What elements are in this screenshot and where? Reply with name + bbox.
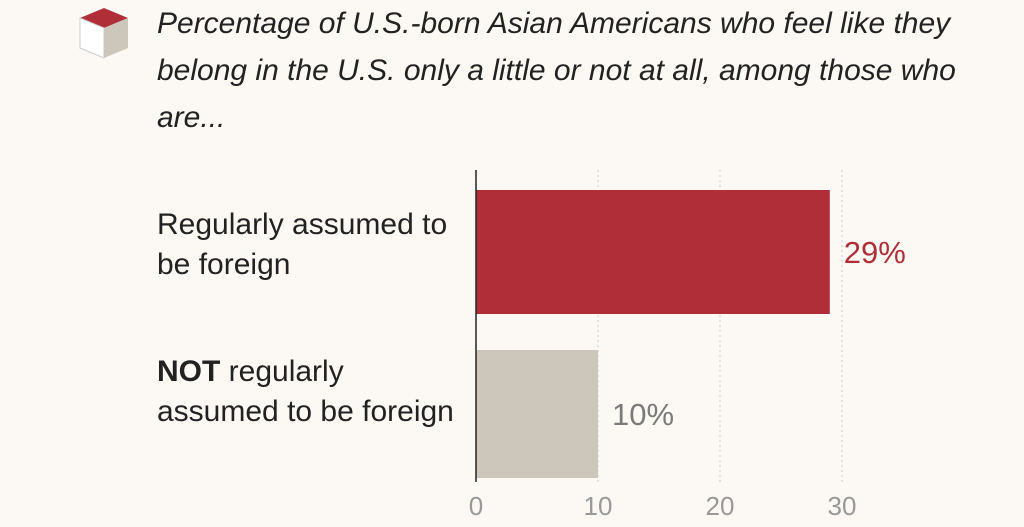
category-label: NOT regularly assumed to be foreign (157, 355, 454, 428)
x-tick-label: 0 (469, 491, 483, 521)
x-tick-label: 20 (706, 491, 735, 521)
x-tick-label: 10 (584, 491, 613, 521)
icon (79, 8, 128, 59)
bar (476, 350, 598, 478)
category-label: Regularly assumed to be foreign (157, 208, 448, 281)
bar (476, 190, 830, 314)
value-label: 10% (612, 397, 674, 432)
x-tick-label: 30 (828, 491, 857, 521)
chart-title: Percentage of U.S.-born Asian Americans … (157, 7, 956, 134)
value-label: 29% (844, 235, 906, 270)
